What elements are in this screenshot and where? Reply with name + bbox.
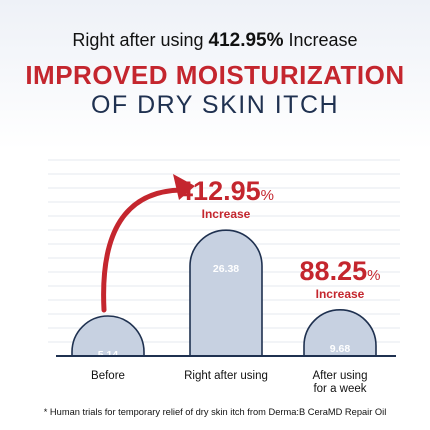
title-line-1: IMPROVED MOISTURIZATION: [25, 60, 405, 90]
headline: Right after using 412.95% Increase: [0, 30, 430, 52]
arrow-head-icon: [173, 174, 195, 200]
bar: [189, 229, 263, 357]
percent-sign: %: [261, 187, 274, 204]
increase-percent: 88.25%: [300, 256, 381, 286]
headline-suffix: Increase: [283, 30, 358, 50]
bar: [71, 315, 145, 357]
bar-value-label: 26.38: [213, 263, 239, 275]
category-label: After using: [313, 370, 368, 382]
bar: [303, 309, 377, 357]
title-line-2: OF DRY SKIN ITCH: [90, 91, 340, 119]
increase-caption: Increase: [202, 207, 251, 221]
increase-percent: 412.95%: [178, 176, 274, 206]
growth-arrow: [101, 187, 184, 313]
category-label: Before: [91, 370, 125, 382]
percent-sign: %: [367, 267, 380, 284]
headline-prefix: Right after using: [72, 30, 209, 50]
category-label: for a week: [313, 383, 366, 395]
header-background: [0, 0, 430, 150]
increase-caption: Increase: [316, 287, 365, 301]
headline-highlight: 412.95%: [208, 30, 284, 51]
bar-value-label: 9.68: [330, 343, 351, 355]
category-label: Right after using: [184, 370, 268, 382]
footnote: * Human trials for temporary relief of d…: [43, 407, 387, 417]
